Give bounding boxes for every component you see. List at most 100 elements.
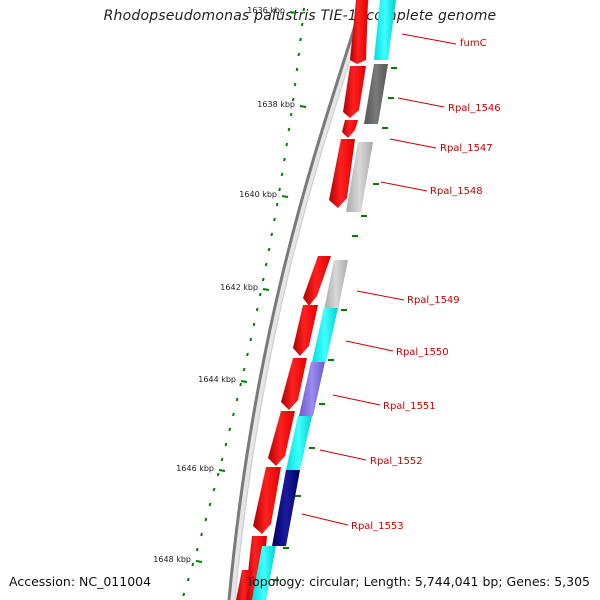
track-dot xyxy=(182,592,186,597)
track-dot xyxy=(270,232,274,237)
track-dot xyxy=(242,367,246,372)
gene-label: Rpal_1550 xyxy=(396,347,449,358)
track-dot xyxy=(195,547,199,552)
track-dot xyxy=(302,7,306,12)
track-dot xyxy=(285,142,289,147)
track-dot xyxy=(267,247,271,252)
track-dot xyxy=(255,307,259,312)
accession-text: Accession: NC_011004 xyxy=(9,574,152,589)
track-dot xyxy=(289,112,293,117)
gene-label: Rpal_1548 xyxy=(430,186,483,197)
track-dot xyxy=(261,277,265,282)
tick-label: 1638 kbp xyxy=(257,100,295,109)
track-dot xyxy=(200,532,203,537)
track-dot xyxy=(228,427,232,432)
gene-block xyxy=(252,546,276,600)
track-dot xyxy=(252,322,256,327)
track-dot xyxy=(275,202,279,207)
callout-line xyxy=(356,290,405,301)
track-dot xyxy=(273,217,276,222)
track-dot xyxy=(249,337,253,342)
track-dot xyxy=(280,172,284,177)
callout-line xyxy=(301,513,349,526)
tick-label: 1636 kbp xyxy=(247,6,285,15)
genome-summary-text: Topology: circular; Length: 5,744,041 bp… xyxy=(246,574,590,589)
gene-block xyxy=(299,362,325,416)
callout-line xyxy=(332,394,381,406)
gene-block xyxy=(374,0,396,60)
gene-label: Rpal_1553 xyxy=(351,521,404,532)
gene-label: fumC xyxy=(460,38,487,49)
track-dot xyxy=(232,412,235,417)
callout-line xyxy=(389,138,437,149)
track-dot xyxy=(212,487,216,492)
track-dot xyxy=(299,37,302,42)
track-dot xyxy=(291,97,295,102)
gene-arrow xyxy=(342,120,358,138)
track-dot xyxy=(224,442,228,447)
gc-dotted-track xyxy=(182,7,397,597)
gene-block xyxy=(312,308,338,362)
callout-line xyxy=(319,449,367,461)
gene-label: Rpal_1552 xyxy=(370,456,423,467)
track-dot xyxy=(283,157,286,162)
gene-label: Rpal_1551 xyxy=(383,401,436,412)
backbone-outer xyxy=(229,0,369,600)
backbone xyxy=(227,0,365,600)
track-dot xyxy=(258,292,262,297)
track-dot xyxy=(216,472,220,477)
track-dot xyxy=(264,262,268,267)
gene-block xyxy=(272,470,300,546)
track-dot xyxy=(208,502,212,507)
tick-label: 1648 kbp xyxy=(153,555,191,564)
gene-arrow xyxy=(236,570,252,600)
tick-label: 1640 kbp xyxy=(239,190,277,199)
track-dot xyxy=(278,187,281,192)
gene-block xyxy=(324,260,348,310)
track-dot xyxy=(235,397,239,402)
gene-label: Rpal_1549 xyxy=(407,295,460,306)
gene-arrow xyxy=(303,256,331,306)
track-dot xyxy=(295,67,299,72)
gene-block xyxy=(364,64,388,124)
track-dot xyxy=(204,517,208,522)
gene-label: Rpal_1547 xyxy=(440,143,493,154)
track-dot xyxy=(287,127,291,132)
gene-arrow xyxy=(343,66,366,118)
callout-line xyxy=(345,340,394,352)
scale-ticks: 1636 kbp 1638 kbp 1640 kbp 1642 kbp 1644 kbp… xyxy=(153,6,307,564)
callout-line xyxy=(397,97,445,108)
tick-mark xyxy=(281,195,289,198)
gene-label: Rpal_1546 xyxy=(448,103,501,114)
tick-mark xyxy=(195,560,203,563)
callout-line xyxy=(380,181,428,192)
track-dot xyxy=(220,457,224,462)
track-dot xyxy=(186,577,190,582)
gene-block xyxy=(286,416,312,470)
track-dot xyxy=(246,352,249,357)
forward-strand-genes xyxy=(236,0,368,600)
gene-arrow xyxy=(329,139,355,208)
tick-mark xyxy=(240,380,248,383)
track-dot xyxy=(297,52,301,57)
track-dot xyxy=(191,562,195,567)
tick-mark xyxy=(299,105,307,108)
tick-mark xyxy=(262,288,270,291)
tick-mark xyxy=(289,11,297,14)
map-title: Rhodopseudomonas palustris TIE-1, comple… xyxy=(103,8,497,24)
track-dot xyxy=(300,22,304,27)
tick-label: 1646 kbp xyxy=(176,464,214,473)
gene-labels: fumC Rpal_1546 Rpal_1547 Rpal_1548 Rpal_1549… xyxy=(301,33,501,532)
gene-arrow xyxy=(268,411,295,466)
tick-label: 1644 kbp xyxy=(198,375,236,384)
reverse-strand-genes xyxy=(252,0,396,600)
track-dot xyxy=(239,382,242,387)
tick-label: 1642 kbp xyxy=(220,283,258,292)
tick-mark xyxy=(218,469,226,472)
track-dot xyxy=(293,82,297,87)
gene-block xyxy=(346,142,373,212)
gene-arrow xyxy=(253,467,281,534)
callout-line xyxy=(401,33,457,45)
gene-arrow xyxy=(350,0,368,64)
